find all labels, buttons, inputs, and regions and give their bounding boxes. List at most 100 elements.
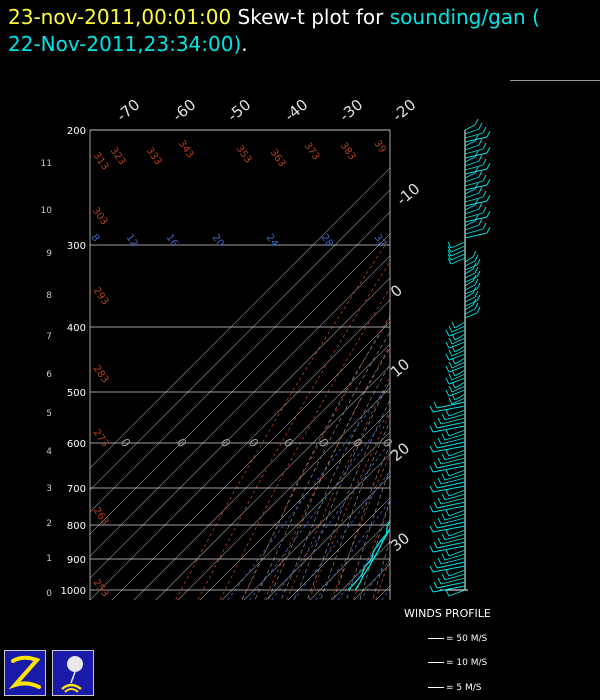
isotherm-line (90, 233, 390, 535)
wind-barb-feather (474, 290, 479, 298)
wind-barb-feather (447, 241, 452, 249)
wind-barb (440, 557, 466, 565)
wind-barb-feather (445, 469, 450, 477)
wind-barb (448, 509, 466, 517)
wind-barb (451, 337, 466, 345)
wind-barb (444, 433, 466, 441)
wind-barb-feather (445, 365, 450, 373)
mixing-ratio-line (271, 441, 390, 600)
wind-barb (454, 393, 466, 401)
wind-barb (464, 180, 484, 187)
theta-label: 283 (91, 363, 111, 385)
wind-barb-feather (429, 525, 434, 533)
wind-barb-feather (478, 186, 483, 194)
dry-adiabat-line (508, 130, 600, 600)
wind-barb-feather (445, 549, 450, 557)
wind-barb (464, 304, 474, 311)
wind-barb-feather (441, 533, 446, 541)
wind-barb (448, 529, 466, 537)
height-tick-label: 2 (46, 519, 52, 529)
wind-barb-feather (429, 445, 434, 453)
isotherm-line (90, 277, 390, 579)
temperature-trace (354, 527, 390, 591)
isotherm-line (133, 343, 390, 600)
mixing-ratio-line (227, 382, 390, 600)
wind-barb-feather (448, 361, 453, 369)
wind-barb-feather (478, 170, 483, 178)
dry-adiabat-line (552, 130, 600, 600)
wind-barb-feather (433, 501, 438, 509)
wind-barb-feather (429, 585, 434, 593)
legend-key-5: = 5 M/S (428, 683, 482, 693)
wind-barb-feather (482, 158, 487, 166)
wind-barb (464, 140, 476, 147)
wind-barb (464, 124, 476, 131)
mixing-ratio-line (293, 470, 390, 600)
skew-t-plot: 2003004005006007008009001000105011109876… (41, 96, 600, 600)
z-logo-icon (4, 650, 46, 696)
wind-barb (451, 373, 466, 381)
dry-adiabat-line (396, 130, 600, 600)
chart-title: 23-nov-2011,00:01:00 Skew-t plot for sou… (8, 4, 540, 58)
wind-barb-feather (482, 126, 487, 134)
wind-barb-feather (476, 270, 481, 278)
wind-barb-feather (448, 349, 453, 357)
wind-barb (448, 389, 466, 397)
mixing-ratio-line (315, 499, 390, 600)
legend-title: WINDS PROFILE (404, 607, 491, 620)
wind-barb (436, 461, 466, 469)
wind-barb (450, 253, 466, 261)
wind-barb (451, 361, 466, 369)
wind-barb (464, 148, 484, 155)
theta-label: 383 (338, 140, 358, 162)
pressure-tick-label: 700 (67, 484, 86, 495)
theta-label: 303 (90, 205, 110, 227)
wind-barb-feather (482, 190, 487, 198)
wind-barb (464, 188, 476, 195)
wind-barb (448, 489, 466, 497)
title-valid-time: 22-Nov-2011,23:34:00) (8, 32, 242, 56)
wind-barb-feather (451, 357, 456, 365)
wind-barb-feather (445, 353, 450, 361)
wind-barb-feather (486, 210, 491, 218)
wind-barb (464, 196, 484, 203)
wind-barb-feather (482, 222, 487, 230)
wind-barb (464, 156, 476, 163)
wind-barb-feather (429, 465, 434, 473)
height-tick-label: 10 (41, 206, 53, 216)
wind-barb-feather (474, 182, 479, 190)
wind-barb (464, 276, 478, 283)
wind-barb (440, 497, 466, 505)
wind-barb (451, 397, 466, 405)
wind-barb (451, 349, 466, 357)
wind-barb-feather (474, 166, 479, 174)
wind-barb (448, 365, 466, 373)
wind-barb-feather (433, 461, 438, 469)
wind-barb-feather (437, 477, 442, 485)
saturated-adiabat-line (254, 331, 390, 600)
saturated-adiabat-line (319, 420, 390, 600)
wind-barb-feather (478, 202, 483, 210)
saturated-adiabat-line (332, 443, 390, 600)
temp-right-label: 30 (387, 529, 413, 555)
mixing-ratio-label: 12 (124, 232, 140, 249)
saturated-adiabat-line (345, 469, 390, 600)
height-tick-label: 3 (46, 484, 52, 494)
wind-barb (464, 176, 480, 183)
wind-barb (464, 280, 474, 287)
title-underline (510, 80, 600, 81)
dry-adiabat-line (286, 376, 390, 600)
height-tick-label: 8 (46, 291, 52, 301)
wind-barb-feather (474, 214, 479, 222)
wind-barb-feather (445, 377, 450, 385)
wind-barb-feather (437, 497, 442, 505)
wind-barb (432, 405, 466, 413)
wind-barb-feather (478, 218, 483, 226)
wind-barb-feather (476, 294, 481, 302)
wind-barb-feather (478, 138, 483, 146)
isotherm-line (90, 299, 390, 600)
wind-barb (454, 369, 466, 377)
wind-barb-feather (429, 565, 434, 573)
wind-barb-feather (429, 485, 434, 493)
wind-barb-feather (451, 393, 456, 401)
